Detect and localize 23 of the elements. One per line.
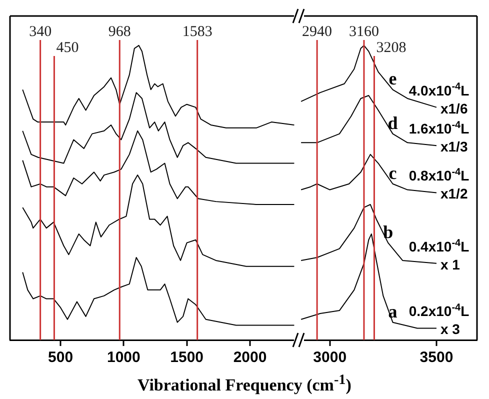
ref-line-label: 1583	[182, 24, 212, 40]
x-tick-label: 1000	[106, 349, 140, 366]
series-label: c	[388, 162, 397, 183]
ref-line-label: 968	[108, 24, 131, 40]
ref-line-label: 2940	[302, 24, 332, 40]
annotation: x1/6	[440, 100, 468, 116]
series-label: d	[388, 112, 398, 133]
ref-line-label: 450	[56, 40, 79, 56]
annotation: x1/3	[440, 138, 468, 155]
x-tick-label: 1500	[170, 349, 204, 366]
annotation: x 3	[440, 321, 460, 338]
series-label: b	[383, 222, 394, 242]
x-tick-label: 3000	[313, 349, 347, 366]
ref-line-label: 3208	[376, 40, 406, 56]
x-axis-title: Vibrational Frequency (cm$^{-1}$)	[136, 371, 352, 396]
annotation: x1/2	[440, 186, 468, 202]
ref-line-label: 340	[29, 24, 52, 40]
annotation: x 1	[440, 256, 460, 272]
series-label: e	[388, 68, 397, 89]
ref-line-label: 3160	[348, 24, 379, 40]
x-tick-label: 3500	[420, 349, 454, 366]
x-tick-label: 500	[48, 349, 74, 366]
x-tick-label: 2000	[233, 349, 267, 366]
